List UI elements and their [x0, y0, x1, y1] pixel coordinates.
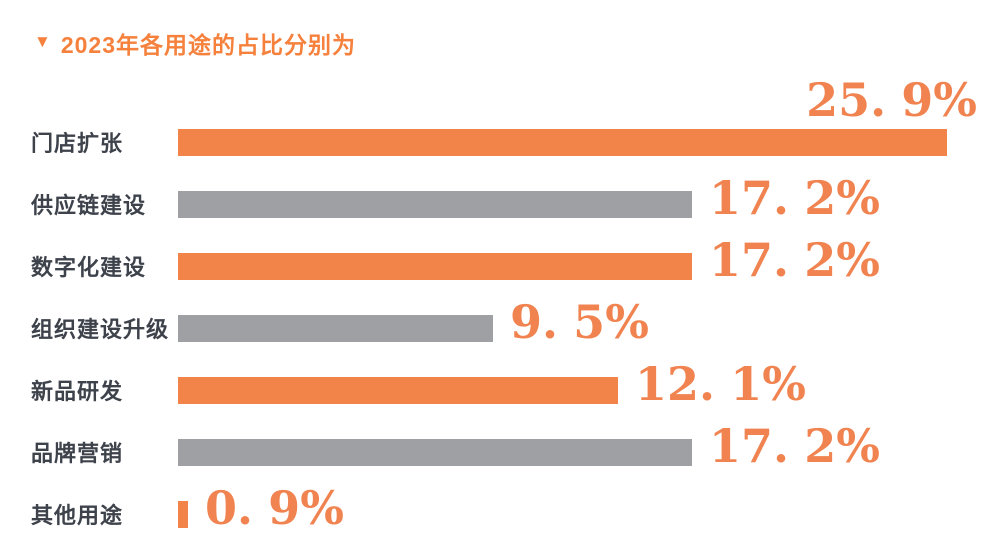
bar: [178, 438, 692, 466]
chart-row: 供应链建设 17. 2%: [0, 173, 1000, 235]
value-label: 25. 9%: [806, 73, 977, 127]
chart-row: 门店扩张 25. 9%: [0, 77, 1000, 173]
bar-chart: 门店扩张 25. 9% 供应链建设 17. 2% 数字化建设 17. 2% 组织…: [0, 77, 1000, 545]
value-label: 17. 2%: [709, 171, 880, 225]
chart-title-text: 2023年各用途的占比分别为: [60, 32, 356, 58]
value-label: 0. 9%: [205, 481, 344, 535]
triangle-marker-icon: ▼: [34, 32, 52, 51]
bar: [178, 314, 493, 342]
chart-title: ▼ 2023年各用途的占比分别为: [34, 26, 1000, 60]
bar: [178, 252, 692, 280]
category-label: 新品研发: [31, 379, 124, 404]
category-label: 门店扩张: [31, 131, 124, 156]
category-label: 供应链建设: [31, 193, 147, 218]
category-label: 组织建设升级: [31, 317, 170, 342]
bar: [178, 128, 947, 156]
chart-row: 其他用途 0. 9%: [0, 483, 1000, 545]
chart-row: 新品研发 12. 1%: [0, 359, 1000, 421]
category-label: 数字化建设: [31, 255, 147, 280]
value-label: 9. 5%: [510, 295, 649, 349]
value-label: 17. 2%: [709, 233, 880, 287]
value-label: 12. 1%: [635, 357, 806, 411]
bar: [178, 376, 618, 404]
bar: [178, 190, 692, 218]
chart-row: 组织建设升级 9. 5%: [0, 297, 1000, 359]
category-label: 品牌营销: [31, 441, 124, 466]
chart-row: 数字化建设 17. 2%: [0, 235, 1000, 297]
category-label: 其他用途: [31, 503, 124, 528]
chart-row: 品牌营销 17. 2%: [0, 421, 1000, 483]
bar: [178, 500, 188, 528]
value-label: 17. 2%: [709, 419, 880, 473]
